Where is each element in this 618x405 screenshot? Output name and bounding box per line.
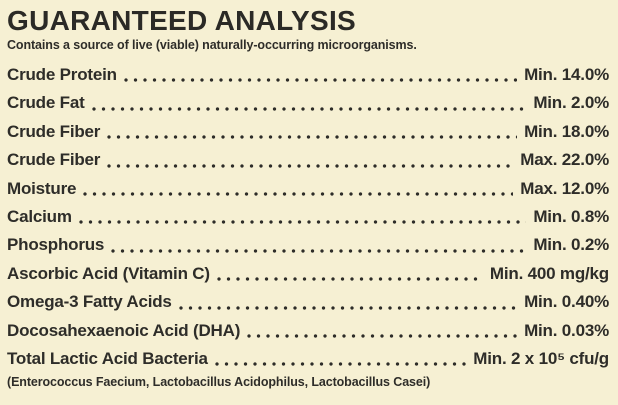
analysis-row: Crude Fiber Min. 18.0% [7, 118, 609, 146]
analysis-row: Moisture Max. 12.0% [7, 175, 609, 203]
dot-leader [107, 163, 514, 168]
subtitle-text: Contains a source of live (viable) natur… [7, 38, 417, 52]
nutrient-label: Crude Fiber [7, 121, 101, 141]
dot-leader [123, 78, 518, 83]
dot-leader [216, 277, 483, 282]
analysis-row: Crude Fat Min. 2.0% [7, 89, 609, 117]
analysis-table: Crude Protein Min. 14.0% Crude Fat Min. … [7, 61, 609, 373]
nutrient-label: Omega-3 Fatty Acids [7, 292, 172, 312]
nutrient-label: Crude Fat [7, 93, 85, 113]
nutrient-value: Min. 0.03% [524, 320, 609, 340]
analysis-row: Omega-3 Fatty Acids Min. 0.40% [7, 288, 609, 316]
nutrient-label: Crude Fiber [7, 150, 101, 170]
analysis-row: Total Lactic Acid Bacteria Min. 2 x 10⁵ … [7, 345, 609, 373]
nutrient-value: Min. 400 mg/kg [489, 263, 609, 283]
nutrient-label: Crude Protein [7, 65, 117, 84]
nutrient-label: Ascorbic Acid (Vitamin C) [7, 263, 210, 283]
nutrient-value: Min. 14.0% [524, 65, 609, 84]
nutrient-value: Min. 0.2% [533, 235, 609, 255]
nutrient-value: Min. 0.40% [524, 292, 609, 312]
dot-leader [91, 106, 527, 111]
analysis-row: Docosahexaenoic Acid (DHA) Min. 0.03% [7, 317, 609, 345]
nutrient-value: Min. 2.0% [533, 93, 609, 113]
analysis-row: Calcium Min. 0.8% [7, 203, 609, 231]
bacteria-species-footnote: (Enterococcus Faecium, Lactobacillus Aci… [7, 375, 431, 390]
nutrient-label: Docosahexaenoic Acid (DHA) [7, 320, 241, 340]
dot-leader [247, 333, 518, 338]
nutrient-label: Total Lactic Acid Bacteria [7, 348, 208, 368]
page-title: GUARANTEED ANALYSIS [7, 5, 357, 36]
nutrient-label: Calcium [7, 206, 72, 226]
dot-leader [78, 220, 527, 225]
dot-leader [214, 362, 467, 367]
analysis-row: Crude Fiber Max. 22.0% [7, 146, 609, 174]
nutrient-label: Phosphorus [7, 235, 105, 255]
dot-leader [178, 305, 518, 310]
dot-leader [111, 248, 527, 253]
nutrient-value: Min. 18.0% [524, 121, 609, 141]
analysis-row: Ascorbic Acid (Vitamin C) Min. 400 mg/kg [7, 260, 609, 288]
nutrient-label: Moisture [7, 178, 77, 198]
nutrient-value: Min. 2 x 10⁵ cfu/g [473, 348, 609, 368]
analysis-row: Phosphorus Min. 0.2% [7, 231, 609, 259]
nutrient-value: Max. 22.0% [520, 150, 609, 170]
dot-leader [107, 135, 518, 140]
nutrient-value: Max. 12.0% [520, 178, 609, 198]
dot-leader [83, 191, 514, 196]
nutrient-value: Min. 0.8% [533, 206, 609, 226]
analysis-row: Crude Protein Min. 14.0% [7, 61, 609, 89]
